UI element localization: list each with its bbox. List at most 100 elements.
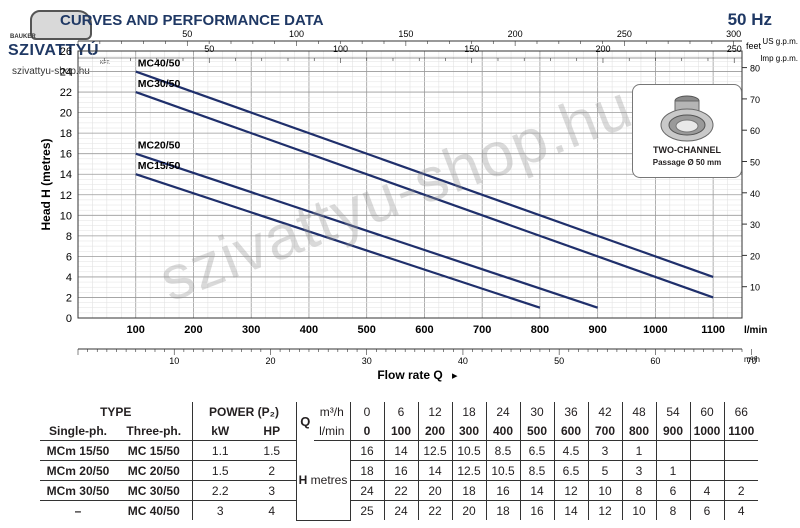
hp-header: HP <box>248 421 296 441</box>
head-value: 20 <box>451 500 486 520</box>
x-tick-label: 300 <box>242 324 260 336</box>
m3h-value: 0 <box>349 402 384 421</box>
head-value: 14 <box>383 440 418 461</box>
head-value: 12.5 <box>451 460 486 481</box>
impeller-passage: Passage Ø 50 mm <box>652 158 722 167</box>
feet-tick-label: 30 <box>750 220 760 230</box>
head-value <box>689 460 724 481</box>
head-value: 16 <box>485 480 520 501</box>
metres-label: metres <box>307 473 348 488</box>
head-value <box>689 440 724 461</box>
m3h-tick-label: 50 <box>554 356 564 366</box>
feet-tick-label: 20 <box>750 251 760 261</box>
frequency-label: 50 Hz <box>727 10 772 29</box>
series-label: MC30/50 <box>138 78 181 90</box>
m3h-value: 24 <box>485 402 520 421</box>
head-value: 22 <box>383 480 418 501</box>
single-phase-model: – <box>74 503 82 518</box>
lmin-value: 600 <box>553 421 588 441</box>
m3h-value: 6 <box>383 402 418 421</box>
power-kw: 3 <box>191 500 248 520</box>
power-hp: 2 <box>248 460 296 481</box>
x-axis-label: Flow rate Q <box>377 368 442 382</box>
x-tick-label: 900 <box>588 324 606 336</box>
head-value: 14 <box>519 480 554 501</box>
head-value: 6.5 <box>553 460 588 481</box>
head-value: 2 <box>723 480 758 501</box>
head-value: 12.5 <box>417 440 452 461</box>
power-header: POWER (P₂) <box>191 402 296 421</box>
us-gpm-unit-label: US g.p.m. <box>762 37 798 46</box>
m3h-tick-label: 10 <box>169 356 179 366</box>
kw-header: kW <box>191 421 248 441</box>
plot-frame <box>77 50 743 319</box>
head-value <box>723 440 758 461</box>
lmin-value: 700 <box>587 421 622 441</box>
table-row: MCm 20/50 MC 20/50 1.5 2 18 16 14 12.5 10.5 8.5 6.… <box>40 460 758 481</box>
series-line <box>135 70 714 278</box>
three-phase-model: MC 30/50 <box>116 480 192 501</box>
m3h-unit-label: m³/h <box>744 355 760 364</box>
head-value: 25 <box>349 500 384 520</box>
head-value: 10.5 <box>485 460 520 481</box>
head-value: 10 <box>587 480 622 501</box>
x-tick-label: 500 <box>358 324 376 336</box>
series-label: MC15/50 <box>138 160 181 172</box>
x-tick-label: 700 <box>473 324 491 336</box>
head-value: 1 <box>621 440 656 461</box>
y-axis-label: Head H (metres) <box>39 138 53 230</box>
page-title: CURVES AND PERFORMANCE DATA <box>60 12 324 29</box>
lmin-value: 100 <box>383 421 418 441</box>
impeller-caption: TWO-CHANNEL <box>653 145 721 155</box>
feet-tick-label: 70 <box>750 95 760 105</box>
head-value: 6 <box>655 480 690 501</box>
head-value: 3 <box>587 440 622 461</box>
y-tick-label: 22 <box>60 87 72 99</box>
m3h-value: 30 <box>519 402 554 421</box>
y-tick-label: 18 <box>60 128 72 140</box>
y-tick-label: 24 <box>60 67 72 79</box>
q-header: Q <box>295 402 314 441</box>
lmin-value: 900 <box>655 421 690 441</box>
us-gpm-tick-label: 250 <box>617 29 632 39</box>
head-value: 18 <box>349 460 384 481</box>
feet-tick-label: 50 <box>750 157 760 167</box>
m3h-tick-label: 40 <box>458 356 468 366</box>
head-value: 18 <box>485 500 520 520</box>
series-label: MC20/50 <box>138 140 181 152</box>
power-kw: 2.2 <box>191 480 248 501</box>
series-line <box>135 91 714 299</box>
y-tick-label: 4 <box>66 272 72 284</box>
head-value: 24 <box>383 500 418 520</box>
power-kw: 1.5 <box>191 460 248 481</box>
m3h-value: 42 <box>587 402 622 421</box>
h-label: H <box>298 473 308 488</box>
y-tick-label: 6 <box>66 251 72 263</box>
m3h-tick-label: 20 <box>265 356 275 366</box>
y-tick-label: 12 <box>60 190 72 202</box>
series-label: MC40/50 <box>138 58 181 70</box>
head-value: 4 <box>689 480 724 501</box>
x-unit-label: l/min <box>744 325 767 336</box>
power-hp: 4 <box>268 503 276 518</box>
x-tick-label: 1000 <box>643 324 667 336</box>
power-kw: 1.1 <box>191 440 248 461</box>
head-value: 24 <box>349 480 384 501</box>
head-value: 14 <box>417 460 452 481</box>
imp-gpm-tick-label: 100 <box>333 44 348 54</box>
x-tick-label: 1100 <box>701 324 725 336</box>
m3h-value: 12 <box>417 402 452 421</box>
logo-maker: BAUKER <box>10 34 36 40</box>
lmin-value: 0 <box>349 421 384 441</box>
table-row: MCm 15/50 MC 15/50 1.1 1.5 H metres 16 14 12.5 1… <box>40 440 758 521</box>
head-value: 16 <box>383 460 418 481</box>
lmin-value: 200 <box>417 421 452 441</box>
us-gpm-tick-label: 50 <box>182 29 192 39</box>
imp-gpm-tick-label: 150 <box>464 44 479 54</box>
imp-gpm-tick-label: 200 <box>595 44 610 54</box>
head-value: 4 <box>723 500 758 520</box>
lmin-value: 300 <box>451 421 486 441</box>
feet-tick-label: 80 <box>750 64 760 74</box>
